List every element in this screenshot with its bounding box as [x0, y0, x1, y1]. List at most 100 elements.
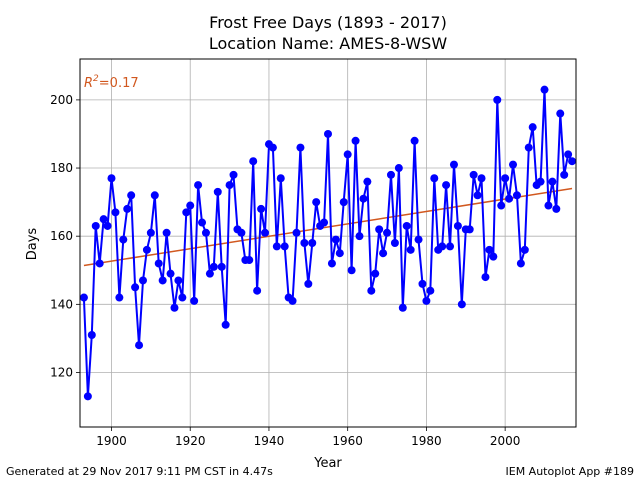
data-point: [339, 198, 348, 207]
y-tick-label: 200: [50, 93, 73, 107]
data-point: [209, 262, 218, 271]
data-point: [83, 392, 92, 401]
data-point: [245, 256, 254, 265]
data-point: [481, 273, 490, 282]
data-point: [221, 320, 230, 329]
y-tick-label: 180: [50, 161, 73, 175]
data-point: [552, 204, 561, 213]
data-point: [229, 170, 238, 179]
data-point: [548, 177, 557, 186]
data-point: [324, 129, 332, 138]
data-point: [253, 286, 262, 295]
data-point: [394, 164, 403, 173]
x-tick-label: 1920: [175, 434, 206, 448]
data-point: [536, 177, 545, 186]
data-point: [131, 283, 140, 292]
data-point: [288, 296, 297, 305]
data-point: [544, 201, 553, 210]
data-point: [300, 239, 309, 247]
footer-app-text: IEM Autoplot App #189: [506, 465, 635, 478]
data-point: [418, 279, 427, 288]
y-tick-label: 120: [50, 365, 73, 379]
footer-generated-text: Generated at 29 Nov 2017 9:11 PM CST in …: [6, 465, 273, 478]
data-point: [268, 143, 277, 152]
data-point: [111, 208, 120, 217]
data-point: [390, 239, 399, 247]
data-point: [516, 259, 525, 268]
data-point: [406, 245, 415, 254]
data-point: [410, 136, 419, 145]
data-point: [449, 160, 458, 169]
data-point: [107, 174, 116, 183]
data-point: [520, 245, 529, 254]
plot-frame: [79, 58, 577, 428]
data-point: [162, 228, 171, 237]
data-point: [87, 331, 96, 339]
data-point: [249, 157, 258, 166]
r-squared-value: =0.17: [99, 76, 139, 91]
data-point: [119, 235, 128, 244]
data-point: [292, 228, 301, 237]
data-point: [320, 218, 329, 227]
y-tick-label: 160: [50, 229, 73, 243]
data-point: [477, 174, 486, 183]
r-squared-exponent: 2: [93, 74, 99, 84]
data-point: [335, 249, 344, 258]
data-point: [422, 296, 431, 305]
data-point: [489, 252, 498, 261]
data-point: [158, 276, 167, 285]
data-point: [304, 279, 313, 288]
data-point: [170, 303, 179, 312]
data-point: [123, 204, 132, 213]
data-point: [469, 170, 478, 179]
data-point: [359, 194, 368, 203]
x-tick-label: 1940: [254, 434, 285, 448]
data-point: [438, 242, 447, 251]
data-point: [446, 242, 455, 251]
data-point: [194, 181, 203, 190]
data-point: [154, 259, 163, 268]
data-point: [174, 276, 183, 285]
data-point: [217, 262, 226, 271]
x-tick-label: 1980: [411, 434, 442, 448]
data-point: [426, 286, 435, 295]
x-tick-label: 2000: [490, 434, 521, 448]
data-point: [497, 201, 506, 210]
data-point: [540, 85, 549, 94]
data-point: [442, 181, 451, 190]
data-point: [414, 235, 423, 244]
data-point: [327, 259, 336, 268]
data-point: [465, 225, 474, 234]
data-point: [402, 221, 411, 230]
data-point: [182, 208, 191, 217]
data-point: [198, 218, 207, 227]
data-point: [371, 269, 380, 278]
data-point: [146, 228, 155, 237]
axes-layer: 1900 1920 1940 1960 1980 2000 120 140 160 180 200: [50, 58, 577, 448]
data-point: [257, 204, 266, 213]
data-point: [91, 221, 100, 230]
data-point: [501, 174, 510, 183]
data-point: [473, 191, 482, 200]
data-point: [79, 293, 88, 302]
data-point: [296, 143, 305, 152]
data-point: [568, 157, 577, 166]
data-point: [190, 296, 199, 305]
data-point: [99, 215, 108, 224]
x-tick-label: 1960: [332, 434, 363, 448]
data-point: [150, 191, 159, 200]
data-point: [457, 300, 466, 309]
data-point: [560, 170, 569, 179]
r-squared-symbol: R: [84, 76, 93, 91]
data-point: [363, 177, 372, 186]
data-point: [367, 286, 376, 295]
data-point: [398, 303, 407, 312]
data-point: [115, 293, 124, 302]
data-point: [485, 245, 494, 254]
data-point: [528, 123, 537, 132]
r-squared-annotation: R2=0.17: [84, 74, 139, 91]
data-point: [379, 249, 388, 258]
data-point: [564, 150, 573, 159]
data-point: [430, 174, 439, 183]
x-axis-label: Year: [313, 456, 342, 471]
